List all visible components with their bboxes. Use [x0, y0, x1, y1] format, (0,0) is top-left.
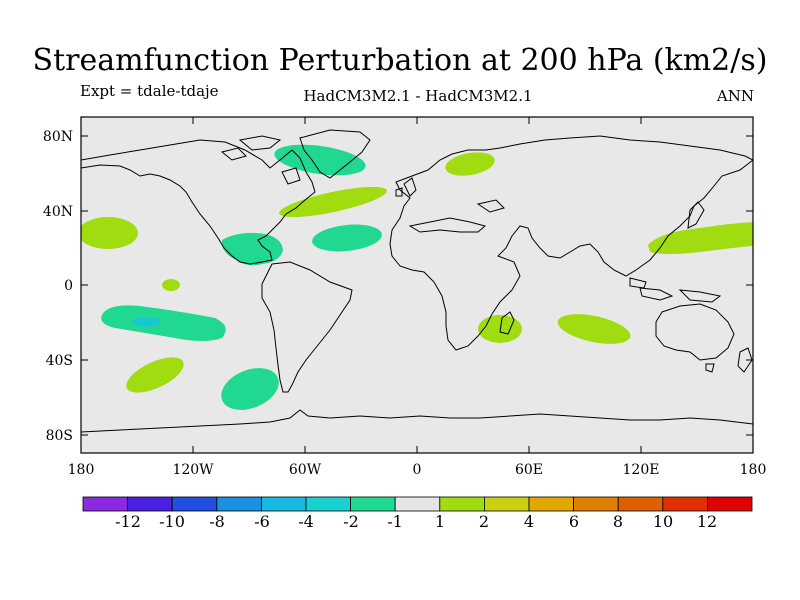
lat-label-80s: 80S — [46, 428, 73, 444]
coast-north-america — [81, 139, 316, 265]
coast-mediterranean — [408, 199, 505, 233]
cb-label-p8: 8 — [613, 512, 623, 531]
colorbar-box-12 — [617, 496, 664, 512]
coast-arctic-islands — [220, 135, 301, 185]
lat-label-40n: 40N — [43, 204, 73, 220]
cb-label-p6: 6 — [569, 512, 579, 531]
lat-label-0: 0 — [64, 278, 73, 294]
season-label: ANN — [716, 87, 754, 105]
anomaly-south-pacific-core — [132, 317, 160, 327]
coast-new-zealand — [737, 347, 753, 373]
colorbar-box-13 — [662, 496, 708, 512]
anomaly-north-atlantic — [279, 186, 387, 218]
lon-axis — [80, 117, 754, 453]
map-background — [81, 117, 753, 453]
anomaly-central-atlantic — [312, 224, 382, 252]
lat-labels: 80N 40N 0 40S 80S — [43, 129, 73, 444]
anomaly-layer — [81, 144, 753, 410]
colorbar — [82, 496, 753, 512]
anomaly-south-pacific — [101, 305, 226, 341]
coast-madagascar — [499, 311, 515, 335]
lon-label-120w: 120W — [172, 462, 214, 478]
cb-label-m12: -12 — [115, 512, 141, 531]
lon-label-60w: 60W — [289, 462, 322, 478]
colorbar-box-11 — [573, 496, 619, 512]
lon-label-120e: 120E — [623, 462, 660, 478]
coast-tasmania — [705, 363, 715, 373]
colorbar-box-10 — [528, 496, 574, 512]
cb-label-p2: 2 — [479, 512, 489, 531]
cb-label-m4: -4 — [298, 512, 314, 531]
coast-british-isles — [395, 177, 417, 197]
coast-antarctica — [81, 409, 753, 433]
lon-label-0: 0 — [413, 462, 422, 478]
anomaly-ne-pacific — [81, 217, 138, 249]
colorbar-box-7 — [394, 496, 441, 512]
coast-japan — [687, 201, 705, 229]
cb-label-m2: -2 — [343, 512, 359, 531]
coast-south-america — [261, 261, 353, 393]
lon-labels: 180 120W 60W 0 60E 120E 180 — [68, 462, 767, 478]
colorbar-box-14 — [707, 496, 753, 512]
lat-axis — [81, 135, 753, 436]
colorbar-box-3 — [216, 496, 262, 512]
colorbar-labels: -12 -10 -8 -6 -4 -2 -1 1 2 4 6 8 10 12 — [115, 512, 717, 531]
coast-eurasia-africa — [389, 135, 753, 351]
coast-australia — [655, 303, 735, 361]
cb-label-m8: -8 — [209, 512, 225, 531]
colorbar-box-0 — [82, 496, 128, 512]
anomaly-equatorial-pacific — [162, 279, 180, 291]
experiment-label: Expt = tdale-tdaje — [80, 82, 219, 100]
coast-greenland — [299, 129, 371, 179]
anomaly-south-america-sw — [221, 368, 279, 410]
lat-label-80n: 80N — [43, 129, 73, 145]
cb-label-m6: -6 — [254, 512, 270, 531]
colorbar-box-1 — [127, 496, 173, 512]
colorbar-box-5 — [305, 496, 351, 512]
colorbar-box-8 — [439, 496, 485, 512]
anomaly-scandinavia — [445, 152, 495, 176]
cb-label-m1: -1 — [387, 512, 403, 531]
cb-label-p10: 10 — [653, 512, 673, 531]
colorbar-box-9 — [483, 496, 530, 512]
lon-label-180w: 180 — [68, 462, 95, 478]
anomaly-indian-ocean — [557, 314, 631, 344]
plot-title: Streamfunction Perturbation at 200 hPa (… — [32, 43, 768, 78]
cb-label-p1: 1 — [435, 512, 445, 531]
anomaly-caribbean — [221, 232, 283, 266]
anomaly-se-pacific — [126, 357, 184, 393]
colorbar-box-2 — [171, 496, 218, 512]
lat-label-40s: 40S — [46, 353, 73, 369]
lon-label-60e: 60E — [515, 462, 543, 478]
cb-label-p12: 12 — [697, 512, 717, 531]
cb-label-p4: 4 — [524, 512, 534, 531]
colorbar-box-4 — [260, 496, 307, 512]
coast-indonesia — [629, 277, 722, 303]
lon-label-180e: 180 — [740, 462, 767, 478]
colorbar-box-6 — [350, 496, 396, 512]
cb-label-m10: -10 — [159, 512, 185, 531]
anomaly-east-asia — [648, 222, 753, 254]
model-label: HadCM3M2.1 - HadCM3M2.1 — [303, 87, 533, 105]
coastlines — [81, 129, 753, 433]
